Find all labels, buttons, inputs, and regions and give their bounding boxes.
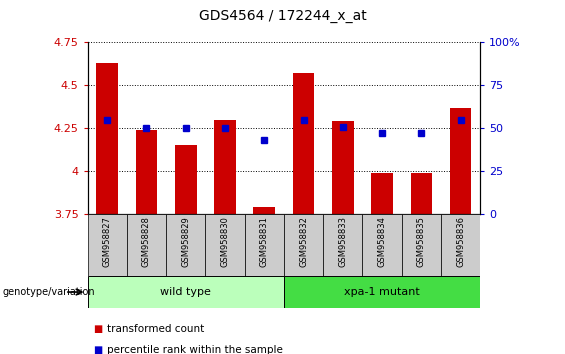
Bar — [363, 214, 402, 276]
Text: wild type: wild type — [160, 287, 211, 297]
Text: GDS4564 / 172244_x_at: GDS4564 / 172244_x_at — [199, 9, 366, 23]
Text: GSM958831: GSM958831 — [260, 216, 269, 267]
Bar — [441, 214, 480, 276]
Text: GSM958829: GSM958829 — [181, 216, 190, 267]
Bar — [254, 207, 275, 214]
Bar — [402, 214, 441, 276]
Bar — [88, 276, 284, 308]
Text: genotype/variation: genotype/variation — [3, 287, 95, 297]
Text: ■: ■ — [93, 346, 102, 354]
Bar — [136, 130, 157, 214]
Text: GSM958832: GSM958832 — [299, 216, 308, 267]
Text: xpa-1 mutant: xpa-1 mutant — [344, 287, 420, 297]
Bar — [245, 214, 284, 276]
Bar — [166, 214, 206, 276]
Text: GSM958830: GSM958830 — [220, 216, 229, 267]
Text: GSM958836: GSM958836 — [456, 216, 465, 267]
Text: GSM958834: GSM958834 — [377, 216, 386, 267]
Bar — [323, 214, 363, 276]
Bar — [206, 214, 245, 276]
Bar — [284, 214, 323, 276]
Bar — [371, 173, 393, 214]
Bar — [214, 120, 236, 214]
Text: GSM958827: GSM958827 — [103, 216, 112, 267]
Text: transformed count: transformed count — [107, 324, 205, 334]
Bar — [175, 145, 197, 214]
Text: ■: ■ — [93, 324, 102, 334]
Bar — [332, 121, 354, 214]
Text: GSM958835: GSM958835 — [417, 216, 426, 267]
Bar — [88, 214, 127, 276]
Text: GSM958828: GSM958828 — [142, 216, 151, 267]
Bar — [284, 276, 480, 308]
Bar — [450, 108, 471, 214]
Bar — [293, 73, 314, 214]
Bar — [411, 173, 432, 214]
Text: GSM958833: GSM958833 — [338, 216, 347, 267]
Bar — [127, 214, 166, 276]
Bar — [97, 63, 118, 214]
Text: percentile rank within the sample: percentile rank within the sample — [107, 346, 283, 354]
